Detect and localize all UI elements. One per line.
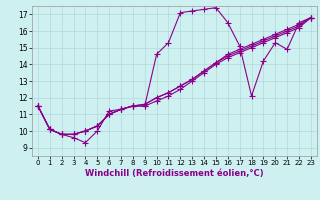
X-axis label: Windchill (Refroidissement éolien,°C): Windchill (Refroidissement éolien,°C)	[85, 169, 264, 178]
